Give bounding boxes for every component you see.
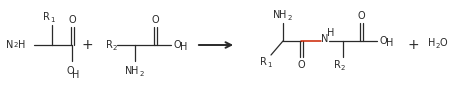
Text: R: R [260,57,266,67]
Text: R: R [334,60,340,70]
Text: 2: 2 [140,71,145,77]
Text: O: O [439,38,447,48]
Text: N: N [273,10,281,20]
Text: 2: 2 [288,15,292,21]
Text: N: N [321,34,328,44]
Text: O: O [151,15,159,25]
Text: 2: 2 [341,65,346,71]
Text: O: O [357,11,365,21]
Text: O: O [173,40,181,50]
Text: O: O [297,60,305,70]
Text: H: H [328,28,335,38]
Text: O: O [68,15,76,25]
Text: 1: 1 [267,62,272,68]
Text: +: + [81,38,93,52]
Text: N: N [125,66,133,76]
Text: 2: 2 [436,43,440,49]
Text: O: O [66,66,74,76]
Text: H: H [386,38,394,48]
Text: N: N [6,40,14,50]
Text: H: H [428,38,436,48]
Text: R: R [106,40,112,50]
Text: H: H [180,42,188,52]
Text: H: H [18,40,26,50]
Text: H: H [131,66,139,76]
Text: O: O [379,36,387,46]
Text: 2: 2 [14,42,18,48]
Text: H: H [73,70,80,80]
Text: 2: 2 [113,45,118,51]
Text: 1: 1 [50,17,55,23]
Text: R: R [43,12,49,22]
Text: +: + [407,38,419,52]
Text: H: H [279,10,287,20]
